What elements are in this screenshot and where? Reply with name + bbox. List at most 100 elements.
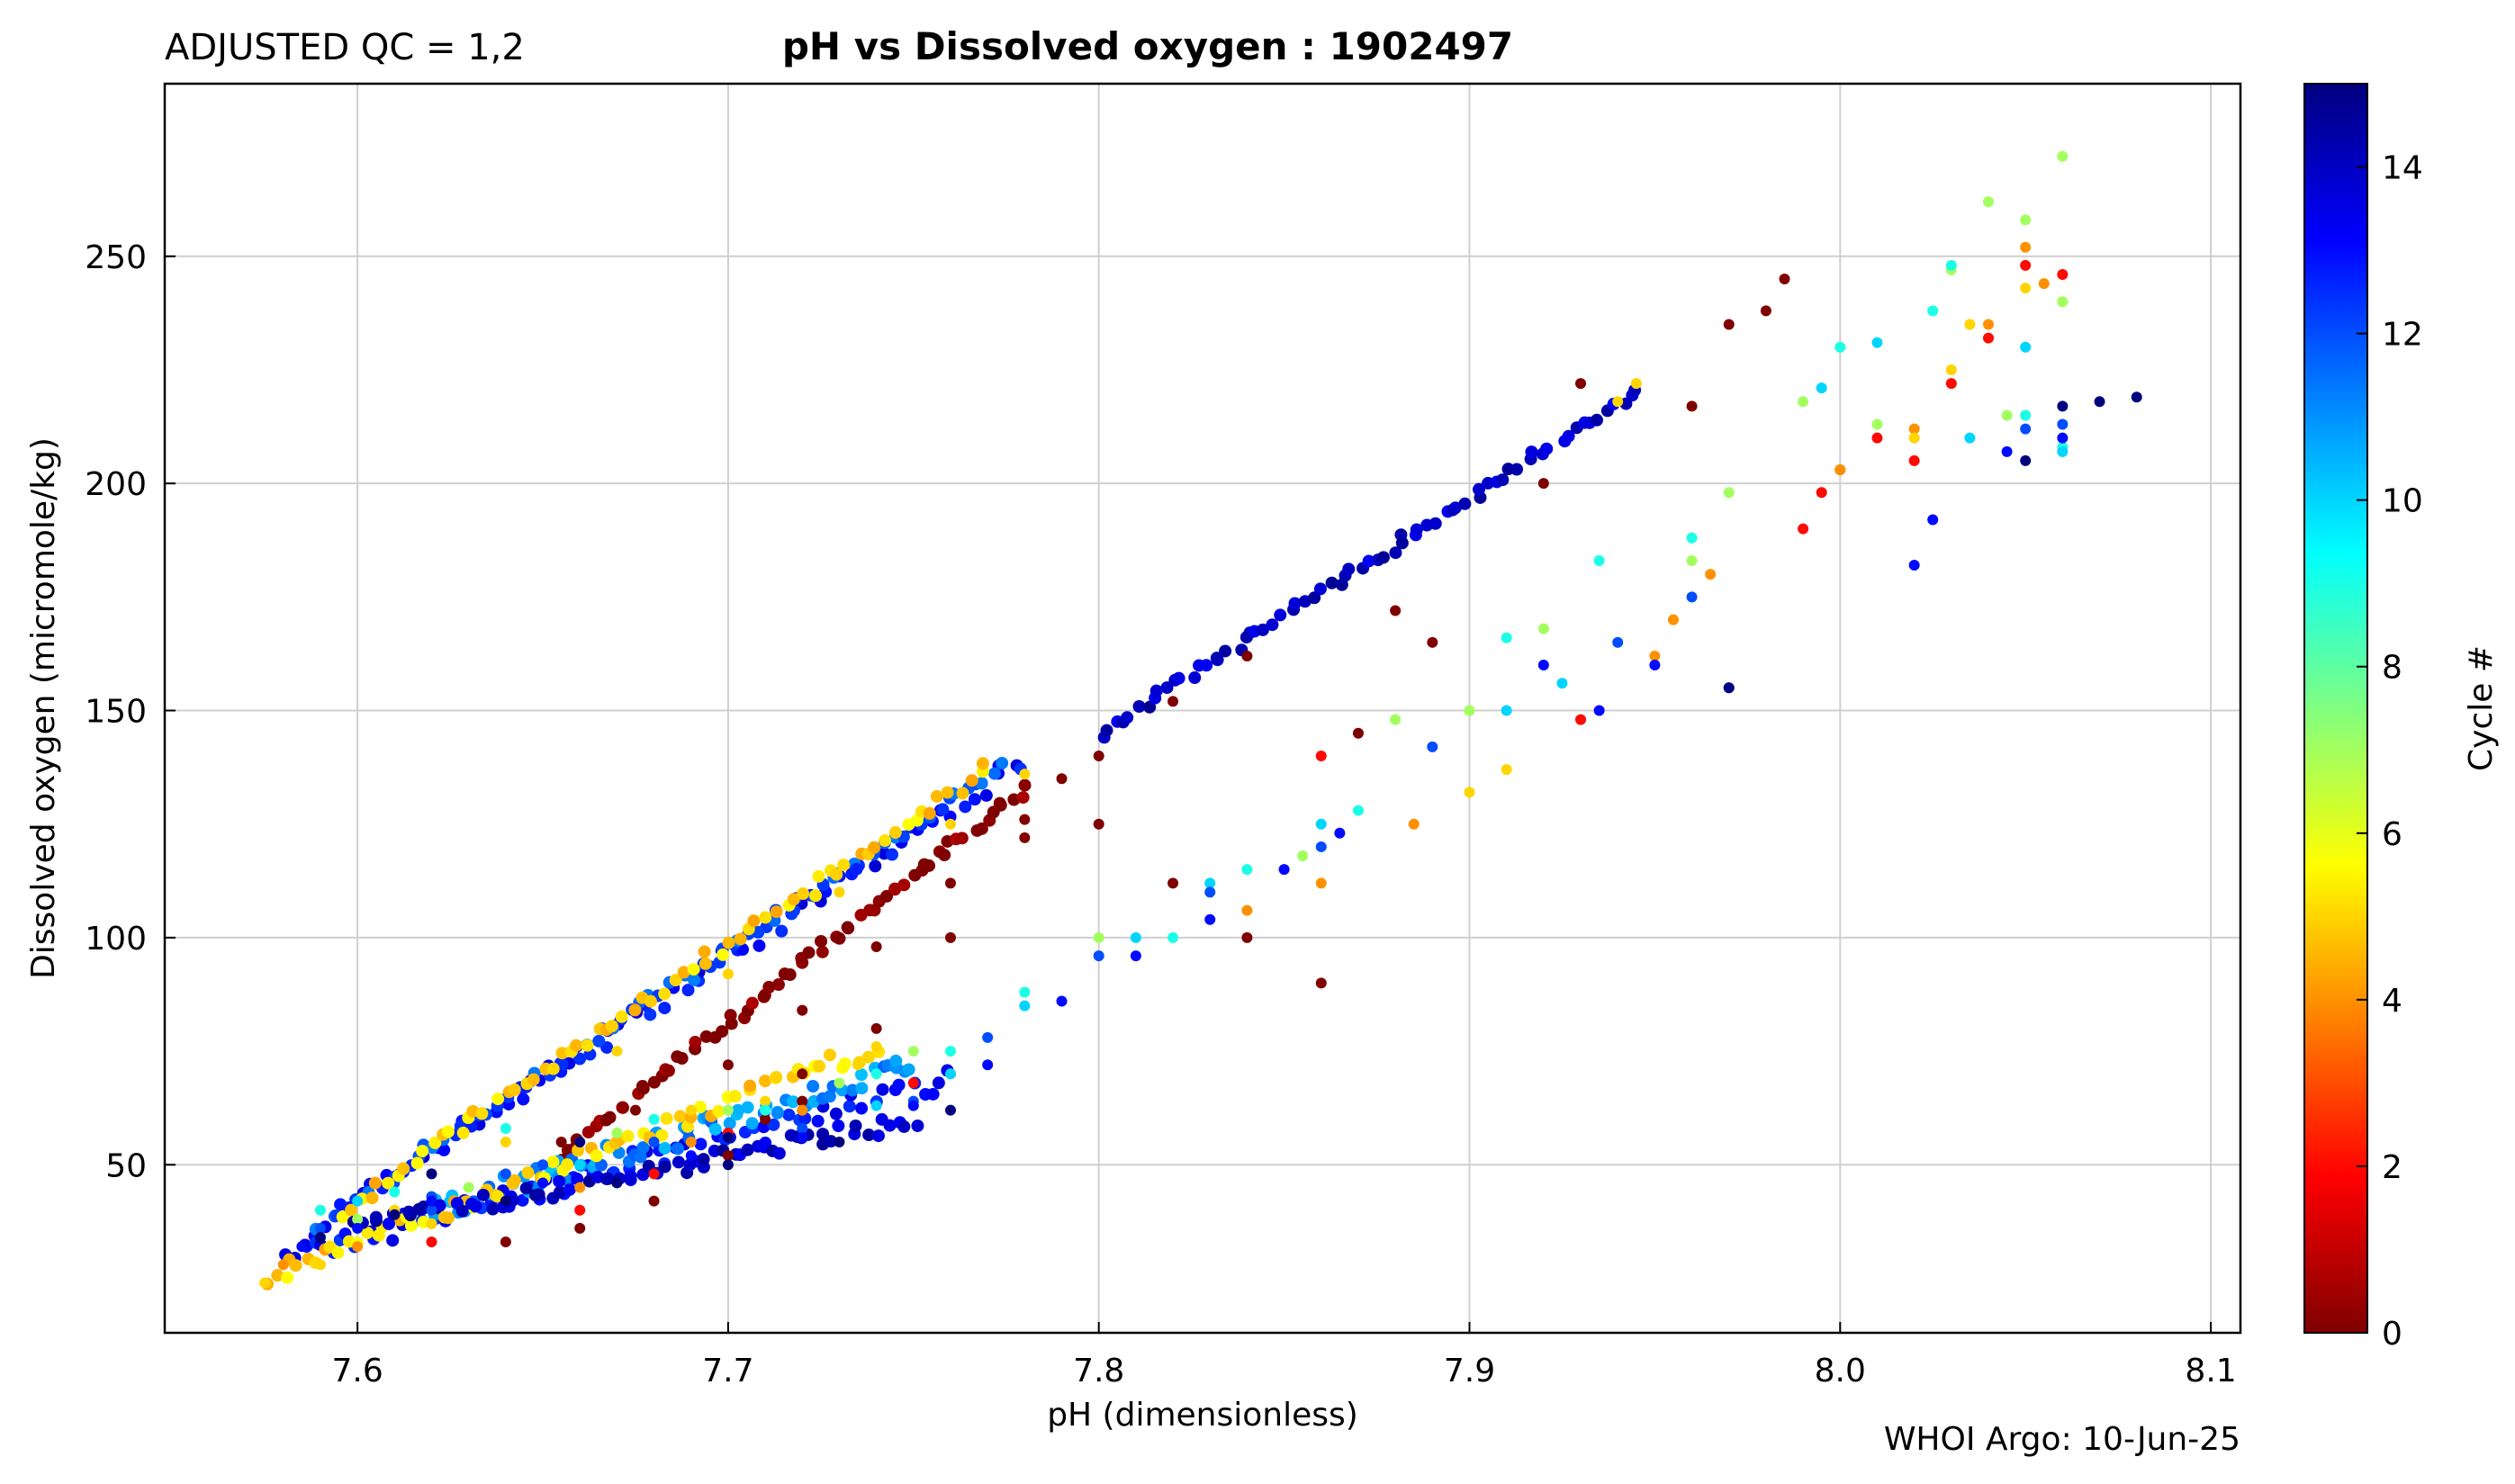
band-point [519,1182,533,1195]
band-point [1394,528,1408,542]
scatter-point [834,1077,845,1089]
scatter-point [722,1131,734,1143]
band-point [615,1010,628,1023]
band-point [728,1090,742,1103]
band-point [546,1156,560,1169]
scatter-point [1241,864,1253,876]
band-point [521,1166,535,1180]
band-point [1016,791,1030,805]
band-point [716,1025,729,1039]
x-axis: 7.6 7.7 7.8 7.9 8.0 8.1 [331,1322,2237,1390]
scatter-point [1871,432,1883,444]
band-point [823,1048,836,1062]
band-point [843,1100,856,1113]
band-point [382,1176,395,1190]
scatter-point [1964,432,1976,444]
scatter-point [1982,332,1994,344]
scatter-point [1167,931,1179,943]
scatter-point [389,1209,401,1220]
band-point [886,848,899,861]
band-point [871,1129,885,1143]
scatter-point [722,1159,734,1171]
band-point [767,1118,780,1131]
band-point [644,994,657,1008]
scatter-point [2057,268,2069,280]
scatter-point [1315,977,1327,989]
scatter-point [907,1077,919,1089]
colorbar-tick-label: 10 [2382,483,2423,520]
band-point [1376,551,1390,564]
scatter-point [2020,259,2032,271]
band-point [581,1039,594,1052]
scatter-point [685,1104,697,1116]
band-point [861,1050,875,1064]
scatter-point [907,1046,919,1057]
band-point [546,1062,560,1075]
scatter-point [2001,445,2013,457]
scatter-point [1537,660,1549,671]
scatter-point [685,1150,697,1162]
scatter-point [277,1259,289,1271]
band-point [455,1204,469,1218]
band-point [1458,497,1472,510]
band-point [770,905,783,919]
scatter-point [1019,832,1031,843]
scatter-point [1649,660,1661,671]
scatter-point [1593,705,1605,716]
scatter-point [870,940,882,952]
band-point [892,1078,906,1092]
band-point [681,984,695,997]
scatter-point [870,1100,882,1111]
band-point [883,1119,897,1132]
data-points [259,150,2142,1291]
band-point [1410,523,1423,536]
band-point [1143,700,1157,714]
scatter-point [1390,605,1402,616]
band-point [517,1093,530,1106]
scatter-point [2057,296,2069,308]
band-point [599,1172,613,1185]
band-point [757,990,771,1003]
band-point [508,1174,521,1187]
band-point [699,957,712,970]
scatter-point [2020,283,2032,294]
band-point [1448,501,1462,515]
scatter-point [797,1104,808,1116]
scatter-point [611,1127,623,1138]
scatter-point [1315,877,1327,889]
band-point [404,1219,418,1232]
scatter-point [944,1104,956,1116]
scatter-point [870,1022,882,1034]
band-point [688,973,701,986]
band-point [975,822,988,835]
scatter-point [500,1168,511,1180]
scatter-point [1612,396,1624,408]
x-axis-label: pH (dimensionless) [1047,1397,1358,1434]
band-point [486,1202,500,1216]
scatter-point [1982,196,1994,208]
scatter-point [648,1137,660,1148]
scatter-point [352,1213,364,1225]
band-point [842,922,855,935]
band-point [1429,517,1442,530]
scatter-point [1056,773,1068,785]
scatter-point [2020,423,2032,435]
scatter-point [944,1068,956,1080]
band-point [787,893,800,906]
band-point [838,1057,852,1070]
band-point [553,1185,566,1199]
scatter-point [1019,769,1031,780]
band-point [797,887,810,901]
band-point [876,1083,889,1096]
band-point [1472,482,1485,496]
scatter-point [1908,560,1920,571]
band-point [832,1120,845,1133]
scatter-point [944,931,956,943]
band-point [1188,671,1202,685]
band-point [855,1082,869,1095]
band-point [553,1174,566,1188]
scatter-point [574,1159,586,1171]
scatter-point [463,1182,474,1193]
band-point [923,806,936,820]
scatter-point [722,1059,734,1071]
